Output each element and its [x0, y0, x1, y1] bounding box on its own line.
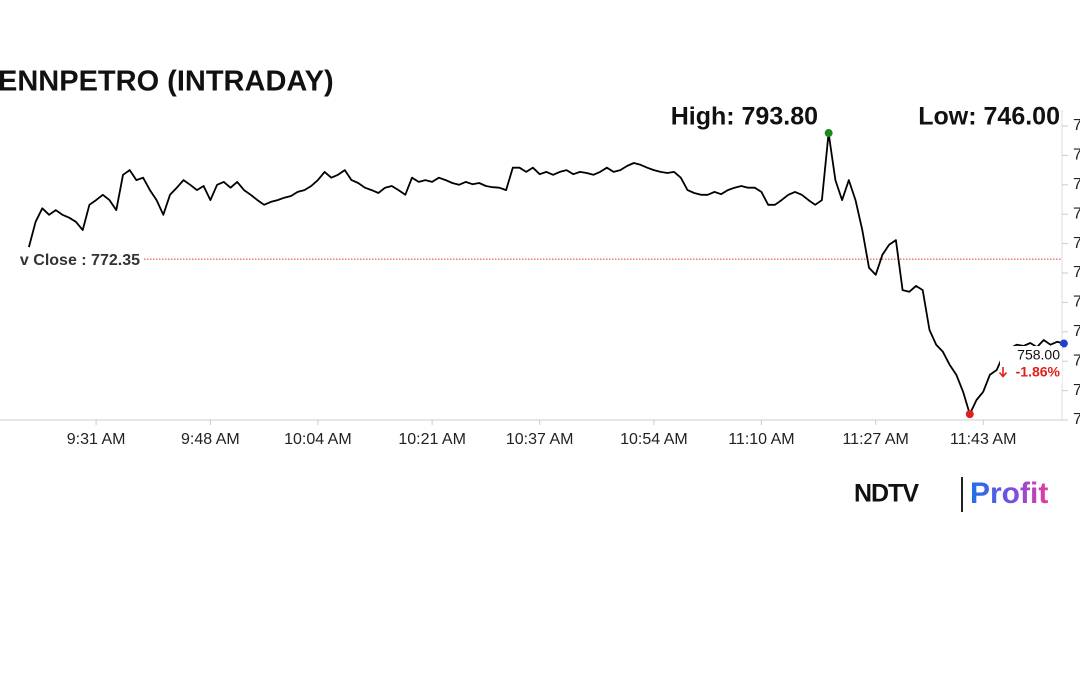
logo-profit: Profit [970, 477, 1048, 510]
x-tick-label: AM [0, 431, 1, 448]
y-tick-label: 785 [1073, 176, 1080, 193]
y-tick-label: 790 [1073, 147, 1080, 164]
y-tick-label: 795 [1073, 117, 1080, 134]
high-dot [824, 129, 833, 138]
y-tick-label: 745 [1073, 411, 1080, 428]
down-arrow [998, 367, 1008, 378]
last-dot [1059, 339, 1068, 348]
y-tick-label: 765 [1073, 294, 1080, 311]
x-tick-label: 10:54 AM [620, 431, 688, 448]
y-tick-label: 770 [1073, 264, 1080, 281]
chart-title: ENNPETRO (INTRADAY) [0, 66, 334, 98]
prev-close-label: v Close : 772.35 [20, 252, 140, 269]
low-label: Low: 746.00 [918, 103, 1060, 131]
last-box [1000, 346, 1062, 384]
logo-ndtv: NDTV [854, 480, 919, 508]
price-line [28, 132, 1065, 415]
y-tick-label: 755 [1073, 352, 1080, 369]
x-tick-label: 11:27 AM [842, 431, 908, 448]
change-label: -1.86% [1016, 364, 1061, 380]
x-tick-label: 10:37 AM [506, 431, 574, 448]
x-tick-label: 10:04 AM [284, 431, 352, 448]
plot: 745 750 755 760 765 770 775 780 785 790 795 AM 9:31 … [0, 117, 1080, 448]
overlay: v Close : 772.35 758.00 -1.86% [0, 249, 1062, 384]
y-tick-label: 760 [1073, 323, 1080, 340]
x-tick-label: 9:48 AM [181, 431, 240, 448]
high-label: High: 793.80 [671, 103, 818, 131]
x-tick-label: 11:43 AM [950, 431, 1016, 448]
x-tick-label: 9:31 AM [67, 431, 126, 448]
y-tick-label: 750 [1073, 382, 1080, 399]
y-tick-label: 775 [1073, 235, 1080, 252]
x-tick-label: 10:21 AM [398, 431, 466, 448]
y-tick-label: 780 [1073, 205, 1080, 222]
last-label: 758.00 [1017, 347, 1060, 363]
low-dot [965, 410, 974, 419]
prev-close-box [0, 249, 144, 271]
x-tick-label: 11:10 AM [728, 431, 794, 448]
